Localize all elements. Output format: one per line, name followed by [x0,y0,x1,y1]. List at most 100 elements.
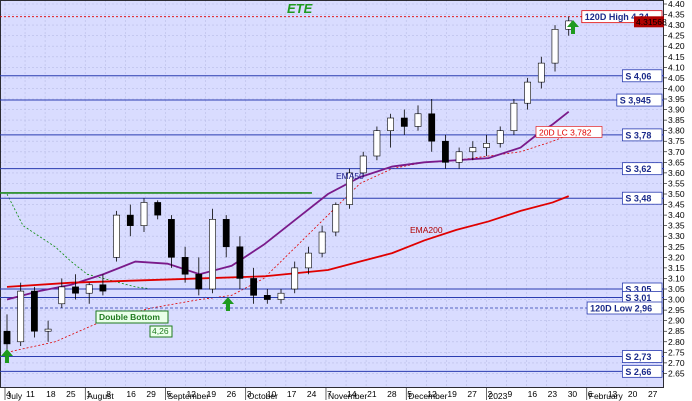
x-day-label: 18 [46,389,56,399]
level-labels: S 4,06 S 3,945 S 3,78 S 3,62 S 3,48 S 3,05S 3… [535,10,667,378]
grid [0,0,664,388]
y-tick-label: 3.95 [668,94,685,104]
y-tick-label: 3.50 [668,189,685,199]
level-label-box [622,69,663,83]
x-day-label: 20 [628,389,638,399]
level-label: S 3,05 [625,285,651,295]
candle [442,140,449,163]
candle [250,278,257,296]
y-tick-label: 4.35 [668,10,685,20]
x-day-label: 28 [387,389,397,399]
candle [455,151,463,163]
y-tick-label: 3.10 [668,273,685,283]
lc-trail-green [6,193,168,290]
x-day-label: 13 [608,389,618,399]
x-day-label: 19 [447,389,457,399]
y-tick-label: 4.05 [668,73,685,83]
candle [524,81,531,104]
level-label-box [622,162,663,176]
x-month-label: 2023 [488,391,507,401]
candle [222,219,230,248]
x-day-label: 9 [508,389,513,399]
ema-series [6,110,570,301]
x-day-label: 7 [327,389,332,399]
y-tick-label: 4.15 [668,52,685,62]
y-tick-label: 4.40 [668,0,685,9]
x-day-label: 3 [247,389,252,399]
x-day-label: 17 [287,389,297,399]
y-tick-label: 3.05 [668,284,685,294]
x-day-label: 1 [86,389,91,399]
x-day-label: 14 [347,389,357,399]
candle [537,62,545,83]
level-label-box [622,350,663,363]
candle [44,328,52,332]
level-label-box [622,364,663,378]
x-month-label: December [408,391,447,401]
candle [332,204,340,233]
plot-frame [0,0,664,388]
up-arrow-icon [222,297,234,311]
candles [3,16,573,355]
candle [140,202,148,226]
candle [305,252,312,269]
x-day-label: 27 [467,389,477,399]
level-label: S 3,945 [620,96,651,106]
level-label-box [622,191,663,205]
y-tick-label: 4.30 [668,20,685,30]
y-tick-label: 3.40 [668,210,685,220]
x-day-label: 5 [166,389,171,399]
candle [263,295,271,300]
candle [469,147,477,153]
candle [126,214,134,226]
y-tick-label: 2.95 [668,305,685,315]
candle [72,286,79,294]
x-axis: 4 11 18 25 1 8 16 29 5 12 19 26 3 10 17 24 7 14 21 28 5 12 19 2… [4,388,658,401]
candle [168,219,175,258]
y-tick-label: 2.65 [668,368,685,378]
x-day-label: 4 [6,389,11,399]
x-day-label: 2 [487,389,492,399]
candle [359,155,367,174]
y-tick-label: 3.65 [668,157,685,167]
y-tick-label: 3.60 [668,168,685,178]
candle [483,143,490,148]
candle [154,202,162,216]
level-label-box [622,128,663,142]
level-label: S 2,66 [625,367,651,377]
ema50-label: EMA50 [336,171,364,181]
x-month-label: July [7,391,23,401]
candle [58,286,66,305]
up-arrow-icon [567,20,579,34]
x-month-label: September [167,391,209,401]
x-day-label: 24 [307,389,317,399]
last-price-box [634,16,664,28]
series-line-ema50 [6,110,570,301]
y-tick-label: 3.70 [668,147,685,157]
candle [346,172,353,205]
candle [85,284,93,294]
y-tick-label: 2.80 [668,337,685,347]
target-box [149,325,173,338]
level-label: S 3,48 [625,194,651,204]
y-tick-label: 3.55 [668,178,685,188]
candle [31,290,38,332]
candle [373,130,381,157]
candle [181,257,189,275]
y-tick-label: 3.25 [668,242,685,252]
lc-lines [0,134,569,353]
x-day-label: 29 [146,389,156,399]
y-tick-label: 4.20 [668,41,685,51]
candle [510,102,518,131]
candle [236,246,244,279]
candle [209,219,216,290]
y-tick-label: 3.45 [668,200,685,210]
candle [400,117,408,127]
level-label: S 3,62 [625,164,651,174]
x-month-label: August [87,391,114,401]
candle [387,117,394,131]
level-label-box [616,93,663,107]
x-day-label: 30 [568,389,578,399]
level-label: S 3,01 [625,293,651,303]
